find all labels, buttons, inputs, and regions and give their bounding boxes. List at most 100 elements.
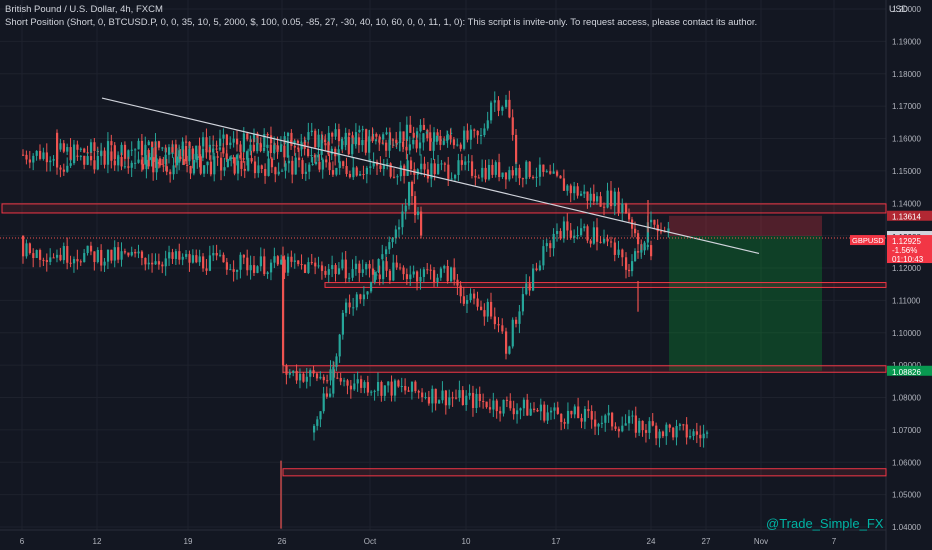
- candle-body: [316, 419, 319, 426]
- candle-body: [171, 147, 174, 153]
- candle-body: [412, 139, 415, 145]
- chart-title[interactable]: British Pound / U.S. Dollar, 4h, FXCM: [5, 4, 163, 15]
- candle-body: [423, 163, 426, 170]
- candle-body: [438, 400, 441, 404]
- candle-body: [69, 163, 72, 166]
- candle-body: [665, 424, 668, 437]
- candle-body: [494, 162, 497, 175]
- candle-body: [318, 161, 321, 170]
- candle-body: [282, 256, 285, 366]
- candle-body: [528, 161, 531, 177]
- candle-body: [706, 432, 709, 434]
- price-tick: 1.08000: [892, 394, 921, 403]
- candle-body: [222, 147, 225, 154]
- candle-body: [525, 283, 528, 295]
- candle-body: [391, 139, 395, 141]
- candle-body: [597, 423, 600, 427]
- candle-body: [405, 124, 409, 142]
- candle-body: [337, 268, 341, 274]
- candle-body: [154, 261, 157, 265]
- candle-body: [392, 176, 396, 178]
- candle-body: [320, 139, 323, 155]
- candle-body: [45, 152, 48, 163]
- candle-body: [426, 169, 430, 179]
- candle-body: [516, 410, 519, 415]
- candle-body: [222, 254, 225, 263]
- candle-body: [614, 426, 617, 429]
- stop-price-label: 1.13614: [892, 213, 921, 222]
- candle-body: [685, 424, 688, 438]
- candle-body: [396, 176, 399, 178]
- price-tick: 1.19000: [892, 37, 921, 46]
- candle-body: [424, 397, 427, 399]
- candle-body: [369, 166, 372, 168]
- candle-body: [648, 421, 651, 433]
- candle-body: [226, 159, 229, 168]
- candle-body: [443, 163, 447, 165]
- candle-body: [32, 253, 35, 259]
- candle-body: [96, 155, 99, 170]
- candle-body: [610, 241, 613, 243]
- candle-body: [283, 259, 286, 273]
- candle-body: [373, 272, 376, 282]
- price-tick: 1.09000: [892, 361, 921, 370]
- candle-body: [580, 228, 583, 236]
- candle-body: [243, 168, 246, 171]
- price-tick: 1.11000: [892, 296, 921, 305]
- time-tick: 27: [702, 537, 711, 546]
- price-tick: 1.14000: [892, 199, 921, 208]
- candle-body: [702, 433, 705, 439]
- candle-body: [469, 129, 473, 140]
- candle-body: [392, 262, 395, 281]
- candle-body: [628, 269, 631, 272]
- currency-label: USD: [888, 4, 908, 14]
- candle-body: [225, 262, 229, 270]
- candle-body: [492, 400, 495, 410]
- candle-body: [382, 134, 385, 140]
- candle-body: [511, 117, 514, 135]
- candle-body: [502, 399, 505, 414]
- candle-body: [185, 254, 188, 257]
- candle-body: [505, 99, 508, 107]
- candle-body: [631, 415, 634, 417]
- time-tick: 24: [647, 537, 656, 546]
- candle-body: [481, 167, 484, 178]
- candle-body: [174, 251, 178, 259]
- candle-body: [442, 140, 445, 145]
- candle-body: [191, 255, 195, 263]
- candle-body: [236, 160, 240, 174]
- candle-body: [59, 254, 62, 261]
- candle-body: [699, 434, 702, 439]
- candle-body: [478, 393, 481, 402]
- candle-body: [437, 163, 440, 175]
- candle-body: [532, 268, 535, 291]
- candle-body: [583, 191, 586, 194]
- candle-body: [385, 142, 388, 151]
- candle-body: [158, 158, 162, 166]
- candle-body: [562, 221, 566, 239]
- candle-body: [127, 252, 130, 256]
- candle-body: [310, 262, 313, 264]
- candle-body: [86, 152, 89, 154]
- candle-body: [263, 256, 266, 275]
- candle-body: [490, 102, 493, 121]
- time-tick: 7: [832, 537, 837, 546]
- candle-body: [402, 131, 405, 142]
- candle-body: [341, 259, 344, 269]
- candle-body: [28, 243, 31, 254]
- candle-body: [269, 144, 272, 154]
- candle-body: [314, 161, 318, 165]
- candle-body: [205, 148, 208, 150]
- current-price-label-bg: [887, 235, 932, 264]
- candle-body: [273, 145, 276, 154]
- candle-body: [55, 254, 59, 258]
- candle-body: [449, 135, 452, 140]
- candle-body: [291, 160, 294, 175]
- candle-body: [501, 325, 504, 332]
- candle-body: [56, 132, 59, 168]
- candle-body: [461, 390, 464, 406]
- indicator-legend[interactable]: Short Position (Short, 0, BTCUSD.P, 0, 0…: [5, 17, 758, 28]
- candle-body: [358, 263, 361, 273]
- candle-body: [570, 410, 573, 415]
